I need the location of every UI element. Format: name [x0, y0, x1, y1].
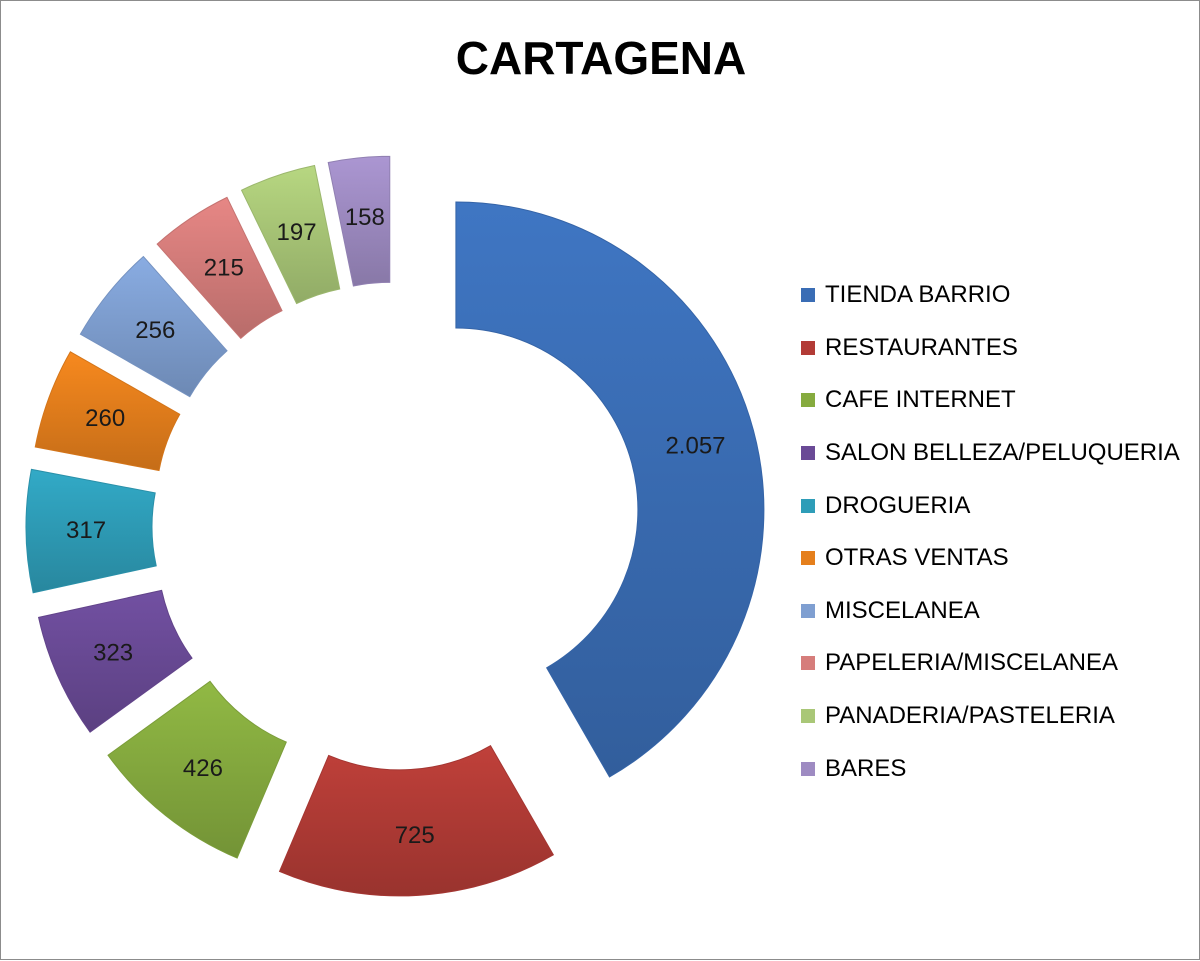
- legend-item: DROGUERIA: [801, 479, 1180, 532]
- legend-label: OTRAS VENTAS: [825, 544, 1009, 572]
- slice-data-label: 426: [183, 755, 223, 782]
- donut-slice: [34, 351, 181, 472]
- legend-label: BARES: [825, 754, 907, 782]
- legend-swatch: [801, 446, 815, 461]
- legend-label: PAPELERIA/MISCELANEA: [825, 649, 1118, 677]
- legend-label: PANADERIA/PASTELERIA: [825, 702, 1115, 730]
- legend-label: SALON BELLEZA/PELUQUERIA: [825, 439, 1180, 467]
- legend-swatch: [801, 551, 815, 566]
- legend-label: CAFE INTERNET: [825, 386, 1016, 414]
- legend-item: MISCELANEA: [801, 585, 1180, 638]
- slice-data-label: 215: [204, 255, 244, 282]
- donut-slice: [107, 680, 287, 859]
- slice-data-label: 323: [93, 639, 133, 666]
- legend-swatch: [801, 603, 815, 618]
- legend-swatch: [801, 709, 815, 724]
- donut-slice: [455, 201, 765, 778]
- donut-slice: [327, 155, 391, 287]
- slice-data-label: 158: [345, 204, 385, 231]
- legend: TIENDA BARRIO RESTAURANTES CAFE INTERNET SA…: [801, 269, 1180, 795]
- donut-slice: [37, 589, 193, 733]
- legend-item: PAPELERIA/MISCELANEA: [801, 637, 1180, 690]
- slice-data-label: 260: [85, 405, 125, 432]
- legend-label: RESTAURANTES: [825, 333, 1018, 361]
- donut-slice: [79, 255, 228, 398]
- slice-data-label: 317: [66, 517, 106, 544]
- legend-swatch: [801, 288, 815, 303]
- slice-data-label: 725: [395, 822, 435, 849]
- legend-swatch: [801, 498, 815, 513]
- legend-item: CAFE INTERNET: [801, 374, 1180, 427]
- legend-label: MISCELANEA: [825, 596, 980, 624]
- chart-title: CARTAGENA: [455, 32, 747, 84]
- legend-item: OTRAS VENTAS: [801, 532, 1180, 585]
- legend-swatch: [801, 656, 815, 671]
- legend-label: TIENDA BARRIO: [825, 281, 1011, 309]
- legend-item: PANADERIA/PASTELERIA: [801, 690, 1180, 743]
- legend-swatch: [801, 393, 815, 408]
- slice-data-label: 2.057: [665, 432, 725, 459]
- legend-item: BARES: [801, 742, 1180, 795]
- slice-data-label: 197: [277, 219, 317, 246]
- donut-slice: [25, 468, 157, 594]
- donut-slice: [156, 196, 283, 340]
- legend-item: RESTAURANTES: [801, 322, 1180, 375]
- legend-swatch: [801, 340, 815, 355]
- donut-slice: [278, 744, 555, 897]
- legend-swatch: [801, 761, 815, 776]
- slice-data-label: 256: [135, 317, 175, 344]
- legend-label: DROGUERIA: [825, 491, 971, 519]
- donut-slice: [240, 164, 341, 305]
- legend-item: SALON BELLEZA/PELUQUERIA: [801, 427, 1180, 480]
- legend-item: TIENDA BARRIO: [801, 269, 1180, 322]
